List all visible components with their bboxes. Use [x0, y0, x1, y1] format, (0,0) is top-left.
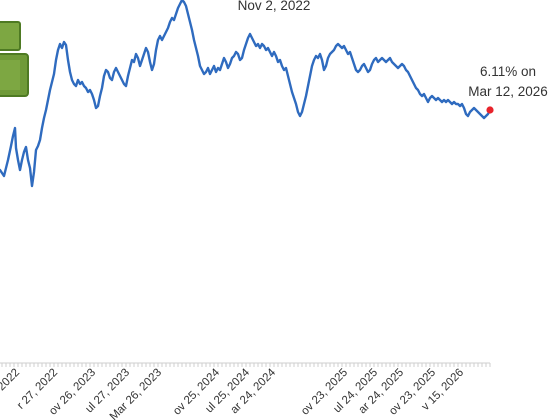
- last-date-annotation: Mar 12, 2026: [468, 84, 548, 99]
- x-tick-label-partial: 2022: [0, 367, 22, 394]
- x-tick-labels: 2022 r 27, 2022 ov 26, 2023 ul 27, 2023 …: [0, 366, 466, 420]
- x-axis: [0, 362, 491, 367]
- legend-logo: [0, 21, 29, 97]
- series-line: [0, 0, 492, 188]
- last-value-annotation: 6.11% on: [480, 64, 536, 79]
- last-value-marker: [486, 106, 494, 114]
- x-axis-ticks: [1, 363, 491, 367]
- peak-annotation: Nov 2, 2022: [238, 0, 311, 13]
